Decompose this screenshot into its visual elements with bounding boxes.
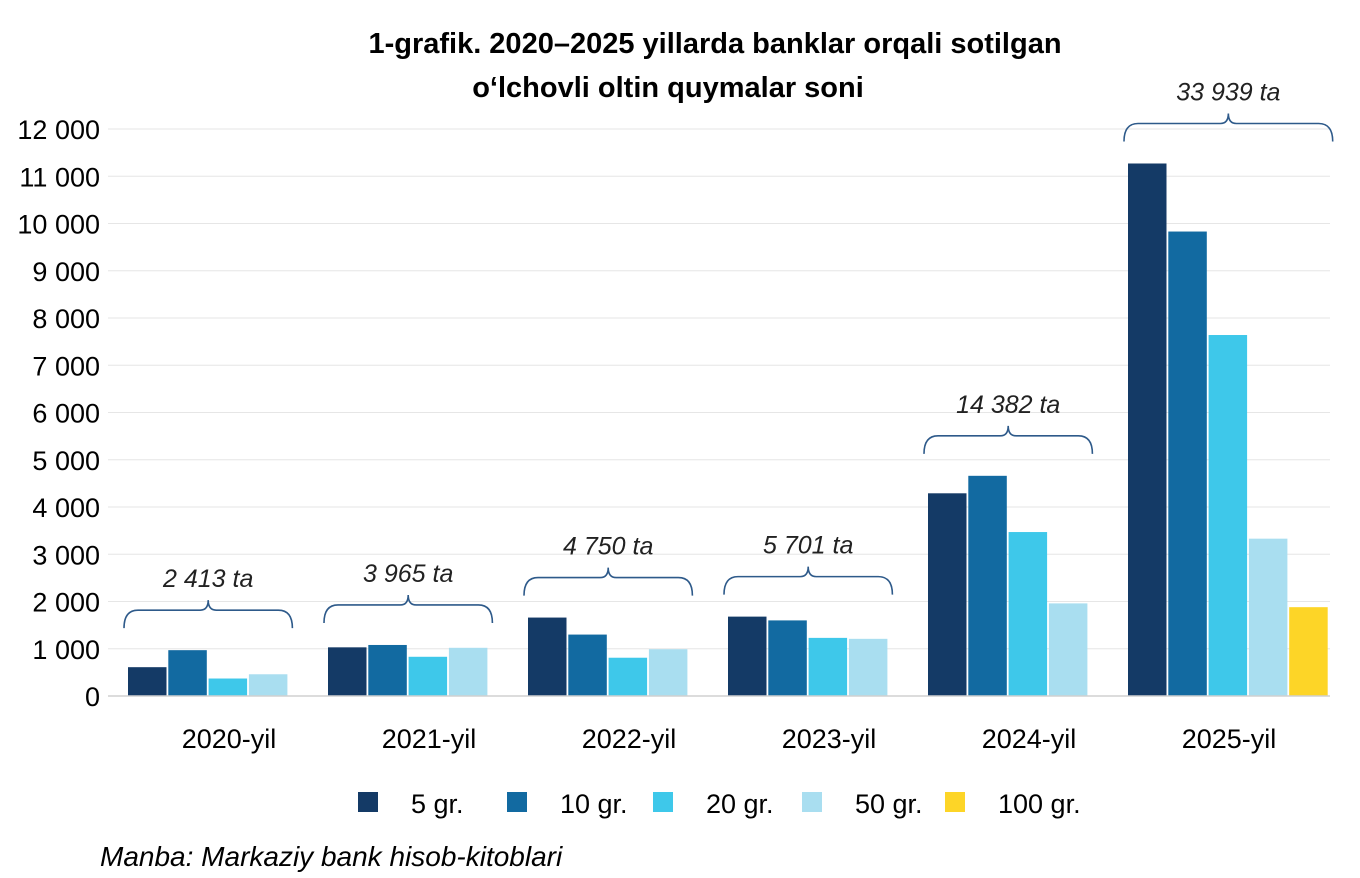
bar-10grgr-2023-yil — [768, 620, 807, 696]
bar-50grgr-2024-yil — [1048, 603, 1088, 696]
legend-label: 10 gr. — [560, 789, 628, 819]
bar-5grgr-2021-yil — [328, 647, 367, 696]
x-axis: 2020-yil 2021-yil 2022-yil 2023-yil 2024-yil… — [182, 724, 1277, 754]
legend-label: 50 gr. — [855, 789, 923, 819]
bar-10grgr-2020-yil — [168, 650, 207, 696]
bar-10grgr-2024-yil — [968, 475, 1007, 696]
total-label: 33 939 ta — [1176, 78, 1280, 106]
total-brace — [323, 594, 494, 623]
y-tick-label: 2 000 — [32, 588, 100, 618]
total-label: 3 965 ta — [363, 560, 453, 588]
y-tick-label: 0 — [85, 682, 100, 712]
total-brace — [523, 567, 694, 596]
legend-swatch — [653, 792, 673, 812]
y-tick-label: 7 000 — [32, 351, 100, 381]
bar-100grgr-2025-yil — [1289, 607, 1328, 696]
legend-swatch — [802, 792, 822, 812]
total-brace — [723, 566, 894, 595]
y-tick-label: 6 000 — [32, 399, 100, 429]
x-tick-label: 2021-yil — [382, 724, 477, 754]
bar-50grgr-2022-yil — [648, 649, 688, 696]
y-tick-label: 11 000 — [19, 162, 100, 192]
bar-50grgr-2025-yil — [1248, 538, 1288, 696]
x-tick-label: 2025-yil — [1182, 724, 1277, 754]
bar-10grgr-2025-yil — [1168, 231, 1207, 696]
bar-5grgr-2022-yil — [528, 617, 567, 696]
chart-title-line-1: 1-grafik. 2020–2025 yillarda banklar orq… — [368, 28, 1061, 60]
bar-5grgr-2024-yil — [928, 493, 967, 696]
y-axis: 0 1 000 2 000 3 000 4 000 5 000 6 000 7 000 8 00… — [17, 115, 100, 712]
gridlines — [108, 128, 1330, 650]
legend-label: 20 gr. — [706, 789, 774, 819]
total-label: 2 413 ta — [162, 565, 253, 593]
legend-swatch — [358, 792, 378, 812]
legend-label: 100 gr. — [998, 789, 1081, 819]
total-label: 5 701 ta — [763, 532, 853, 560]
bar-50grgr-2020-yil — [248, 674, 288, 696]
total-label: 4 750 ta — [563, 533, 653, 561]
y-tick-label: 3 000 — [32, 540, 100, 570]
bar-10grgr-2022-yil — [568, 634, 607, 696]
bar-5grgr-2025-yil — [1128, 163, 1167, 696]
chart-title-line-2: o‘lchovli oltin quymalar soni — [472, 72, 864, 104]
bar-5grgr-2020-yil — [128, 667, 167, 696]
legend: 5 gr. 10 gr. 20 gr. 50 gr. 100 gr. — [358, 789, 1081, 819]
bar-20grgr-2025-yil — [1208, 335, 1248, 696]
y-tick-label: 10 000 — [17, 210, 100, 240]
x-tick-label: 2023-yil — [782, 724, 877, 754]
bar-20grgr-2024-yil — [1008, 532, 1048, 696]
bar-20grgr-2021-yil — [408, 656, 448, 696]
y-tick-label: 8 000 — [32, 304, 100, 334]
legend-swatch — [945, 792, 965, 812]
x-tick-label: 2024-yil — [982, 724, 1077, 754]
y-tick-label: 9 000 — [32, 257, 100, 287]
bar-50grgr-2021-yil — [448, 647, 488, 696]
total-brace — [923, 425, 1094, 454]
y-tick-label: 5 000 — [32, 446, 100, 476]
legend-label: 5 gr. — [411, 789, 464, 819]
legend-swatch — [507, 792, 527, 812]
total-brace — [1123, 113, 1334, 142]
bar-20grgr-2023-yil — [808, 637, 848, 696]
bar-50grgr-2023-yil — [848, 638, 888, 696]
y-tick-label: 12 000 — [17, 115, 100, 145]
bar-10grgr-2021-yil — [368, 644, 407, 696]
x-tick-label: 2022-yil — [582, 724, 677, 754]
bar-20grgr-2022-yil — [608, 657, 648, 696]
total-label: 14 382 ta — [956, 391, 1060, 419]
y-tick-label: 1 000 — [32, 635, 100, 665]
chart-title: 1-grafik. 2020–2025 yillarda banklar orq… — [368, 28, 1061, 104]
source-note: Manba: Markaziy bank hisob-kitoblari — [100, 841, 563, 872]
bar-5grgr-2023-yil — [728, 616, 767, 696]
x-tick-label: 2020-yil — [182, 724, 277, 754]
bars — [128, 163, 1328, 696]
total-brace — [123, 600, 294, 629]
bar-20grgr-2020-yil — [208, 678, 248, 696]
y-tick-label: 4 000 — [32, 493, 100, 523]
